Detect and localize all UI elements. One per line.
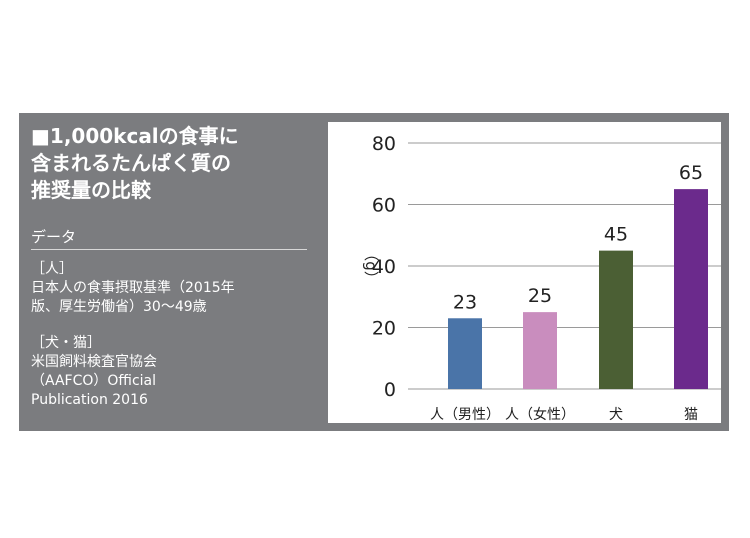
x-tick-label: 人（男性） [430, 407, 500, 423]
x-tick-label: 猫 [684, 407, 698, 423]
y-tick-label: 80 [372, 133, 396, 155]
y-tick-label: 0 [384, 379, 396, 401]
x-tick-label: 犬 [609, 407, 623, 423]
source-body-dog-cat: 米国飼料検査官協会 （AAFCO）Official Publication 20… [31, 354, 157, 408]
source-heading-human: ［人］ [31, 261, 73, 277]
bar [448, 318, 482, 389]
divider [31, 249, 307, 250]
infographic-panel: ■1,000kcalの食事に 含まれるたんぱく質の 推奨量の比較 データ ［人］… [19, 113, 729, 431]
bar [674, 189, 708, 389]
source-body-human: 日本人の食事摂取基準（2015年 版、厚生労働省）30〜49歳 [31, 280, 235, 315]
panel-title: ■1,000kcalの食事に 含まれるたんぱく質の 推奨量の比較 [31, 124, 239, 202]
bar [523, 312, 557, 389]
bar-chart: 0 20 40 60 80 （g） 23 人（男性） 25 人（女性） 45 犬 65 猫 [362, 133, 721, 423]
data-label: 23 [453, 291, 477, 313]
y-tick-label: 20 [372, 318, 396, 340]
x-tick-label: 人（女性） [505, 406, 575, 423]
y-tick-label: 60 [372, 195, 396, 217]
info-column: ■1,000kcalの食事に 含まれるたんぱく質の 推奨量の比較 データ ［人］… [19, 113, 319, 431]
chart-area: 0 20 40 60 80 （g） 23 人（男性） 25 人（女性） 45 犬 65 猫 [328, 122, 721, 423]
data-label: 25 [528, 285, 552, 307]
data-label: 65 [679, 162, 703, 184]
data-label: 45 [604, 224, 628, 246]
source-heading-dog-cat: ［犬・猫］ [31, 335, 101, 351]
y-axis-label: （g） [362, 246, 380, 286]
data-heading: データ [31, 228, 77, 246]
bar [599, 250, 633, 389]
y-tick-label: 40 [372, 256, 396, 278]
